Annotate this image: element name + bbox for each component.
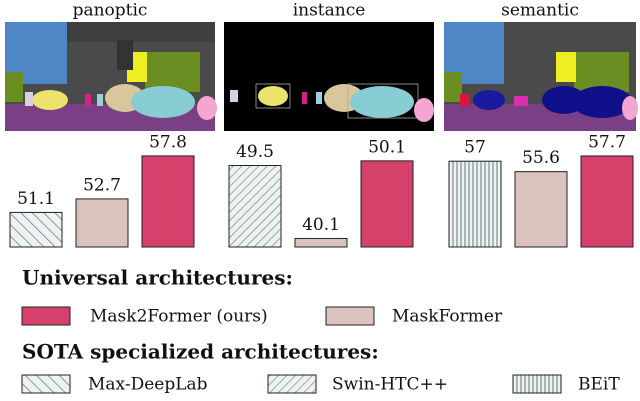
chart-title: panoptic <box>73 1 148 21</box>
bar <box>448 160 502 248</box>
panoptic-image <box>5 22 217 131</box>
legend-label: Mask2Former (ours) <box>90 307 268 327</box>
legend-group-title: SOTA specialized architectures: <box>22 340 379 364</box>
semantic-image <box>444 22 638 131</box>
bar <box>294 237 348 248</box>
legend-swatch <box>325 306 375 326</box>
legend-label: Max-DeepLab <box>88 375 208 395</box>
value-label: 49.5 <box>236 142 274 162</box>
bar <box>228 165 282 248</box>
bar <box>360 160 414 248</box>
value-label: 57.8 <box>149 132 187 152</box>
bar <box>141 155 195 248</box>
value-label: 51.1 <box>17 189 55 209</box>
value-label: 50.1 <box>368 137 406 157</box>
value-label: 57.7 <box>588 132 626 152</box>
legend-label: BEiT <box>578 375 620 395</box>
bar <box>75 198 129 248</box>
legend-swatch <box>267 374 317 394</box>
value-label: 57 <box>464 138 486 158</box>
instance-image <box>224 22 434 131</box>
bar <box>580 155 634 248</box>
bar <box>9 211 63 248</box>
legend-swatch <box>21 306 71 326</box>
legend-label: MaskFormer <box>392 307 503 327</box>
legend-group-title: Universal architectures: <box>22 266 293 290</box>
bar <box>514 171 568 248</box>
legend-label: Swin-HTC++ <box>332 375 448 395</box>
chart-title: instance <box>293 1 366 21</box>
value-label: 55.6 <box>522 148 560 168</box>
value-label: 40.1 <box>302 215 340 235</box>
value-label: 52.7 <box>83 175 121 195</box>
legend-swatch <box>512 374 562 394</box>
chart-title: semantic <box>501 1 579 21</box>
legend-swatch <box>21 374 71 394</box>
